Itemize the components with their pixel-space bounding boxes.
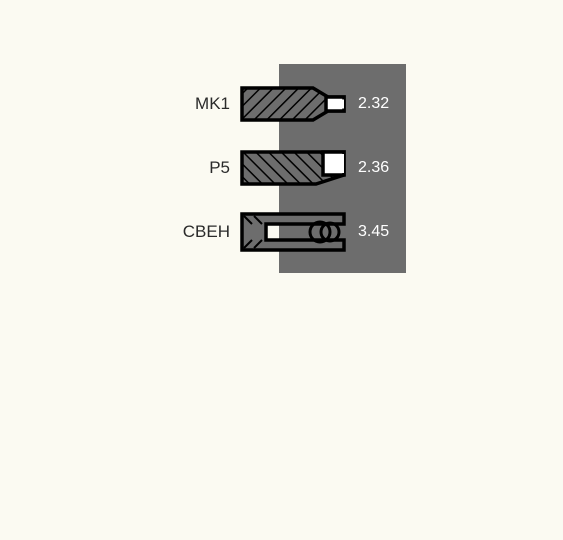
ring-value-mk1: 2.32	[358, 95, 389, 113]
ring-label-p5: P5	[150, 158, 230, 178]
ring-profile-cbeh-icon	[238, 210, 348, 254]
ring-value-p5: 2.36	[358, 159, 389, 177]
ring-label-cbeh: CBEH	[150, 222, 230, 242]
ring-label-mk1: MK1	[150, 94, 230, 114]
ring-profile-mk1-icon	[238, 84, 348, 124]
ring-value-cbeh: 3.45	[358, 223, 389, 241]
ring-profile-p5-icon	[238, 148, 348, 188]
